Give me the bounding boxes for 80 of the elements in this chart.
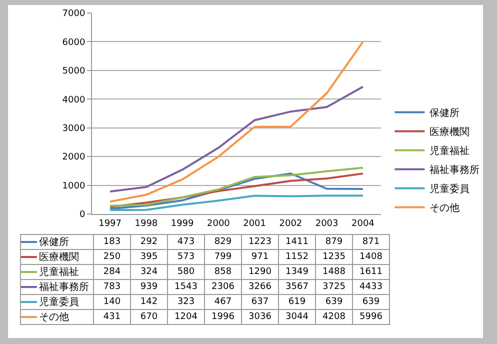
legend-label: その他 [430, 202, 460, 214]
y-tick-label: 4000 [62, 95, 86, 106]
y-tick-label: 6000 [62, 38, 86, 48]
data-label: 1611 [352, 264, 390, 280]
y-tick-label: 1000 [62, 181, 86, 192]
data-label: 1408 [352, 250, 390, 264]
text: 保健所 [430, 108, 460, 120]
data-label: 1488 [316, 264, 352, 280]
data-label: 1204 [168, 310, 204, 324]
text: 児童委員 [39, 297, 79, 308]
data-label: 2306 [204, 280, 242, 294]
data-label: 323 [168, 294, 204, 310]
data-label: 4208 [316, 310, 352, 324]
x-tick-label: 1999 [170, 218, 194, 229]
data-label: 871 [352, 234, 390, 250]
line-series [109, 194, 364, 211]
line-series [109, 40, 364, 203]
x-tick-label: 2000 [206, 218, 230, 229]
data-label: 783 [94, 280, 130, 294]
data-label: 1349 [278, 264, 316, 280]
x-tick-label: 2003 [315, 218, 338, 229]
data-label: 473 [168, 234, 204, 250]
data-label: 1223 [242, 234, 278, 250]
x-tick-label: 2004 [351, 218, 375, 229]
text: 医療機関 [430, 127, 470, 138]
data-label: 639 [316, 294, 352, 310]
x-tick-label: 1997 [98, 218, 122, 229]
x-tick-label: 2002 [279, 218, 302, 229]
x-tick-label: 1998 [134, 218, 158, 229]
y-tick-label: 7000 [62, 9, 86, 20]
data-label: 1235 [316, 250, 352, 264]
y-tick-label: 0 [79, 210, 86, 220]
data-label: 573 [168, 250, 204, 264]
data-label: 939 [130, 280, 168, 294]
data-label: 1411 [278, 234, 316, 250]
data-label: 431 [94, 310, 130, 324]
data-label: 3266 [242, 280, 278, 294]
data-label: 324 [130, 264, 168, 280]
legend-label: 保健所 [20, 234, 94, 250]
data-label: 467 [204, 294, 242, 310]
data-label: 3567 [278, 280, 316, 294]
data-label: 799 [204, 250, 242, 264]
data-label: 3036 [242, 310, 278, 324]
data-label: 829 [204, 234, 242, 250]
data-label: 183 [94, 234, 130, 250]
legend-label: 医療機関 [20, 250, 94, 264]
data-label: 142 [130, 294, 168, 310]
data-label: 1543 [168, 280, 204, 294]
line-series [109, 166, 364, 207]
x-tick-label: 2001 [243, 218, 266, 229]
data-label: 284 [94, 264, 130, 280]
data-label: 292 [130, 234, 168, 250]
data-label: 858 [204, 264, 242, 280]
data-label: 637 [242, 294, 278, 310]
text: その他 [39, 312, 69, 323]
data-label: 1290 [242, 264, 278, 280]
y-tick-label: 3000 [62, 124, 86, 134]
data-label: 1152 [278, 250, 316, 264]
text: 福祉事務所 [39, 282, 89, 293]
data-label: 5996 [352, 310, 390, 324]
text: 児童福祉 [39, 267, 79, 278]
y-tick-label: 2000 [62, 152, 86, 163]
y-tick-label: 5000 [62, 66, 86, 77]
data-label: 619 [278, 294, 316, 310]
legend-label: 児童福祉 [430, 145, 470, 158]
data-label: 1996 [204, 310, 242, 324]
data-label: 639 [352, 294, 390, 310]
data-label: 395 [130, 250, 168, 264]
data-label: 4433 [352, 280, 390, 294]
data-label: 670 [130, 310, 168, 324]
data-label: 140 [94, 294, 130, 310]
data-label: 879 [316, 234, 352, 250]
legend-label: 児童委員 [430, 183, 470, 196]
data-label: 580 [168, 264, 204, 280]
data-label: 971 [242, 250, 278, 264]
data-label: 3725 [316, 280, 352, 294]
data-label: 3044 [278, 310, 316, 324]
line-series [109, 86, 364, 193]
data-label: 250 [94, 250, 130, 264]
legend-label: 福祉事務所 [430, 164, 480, 176]
